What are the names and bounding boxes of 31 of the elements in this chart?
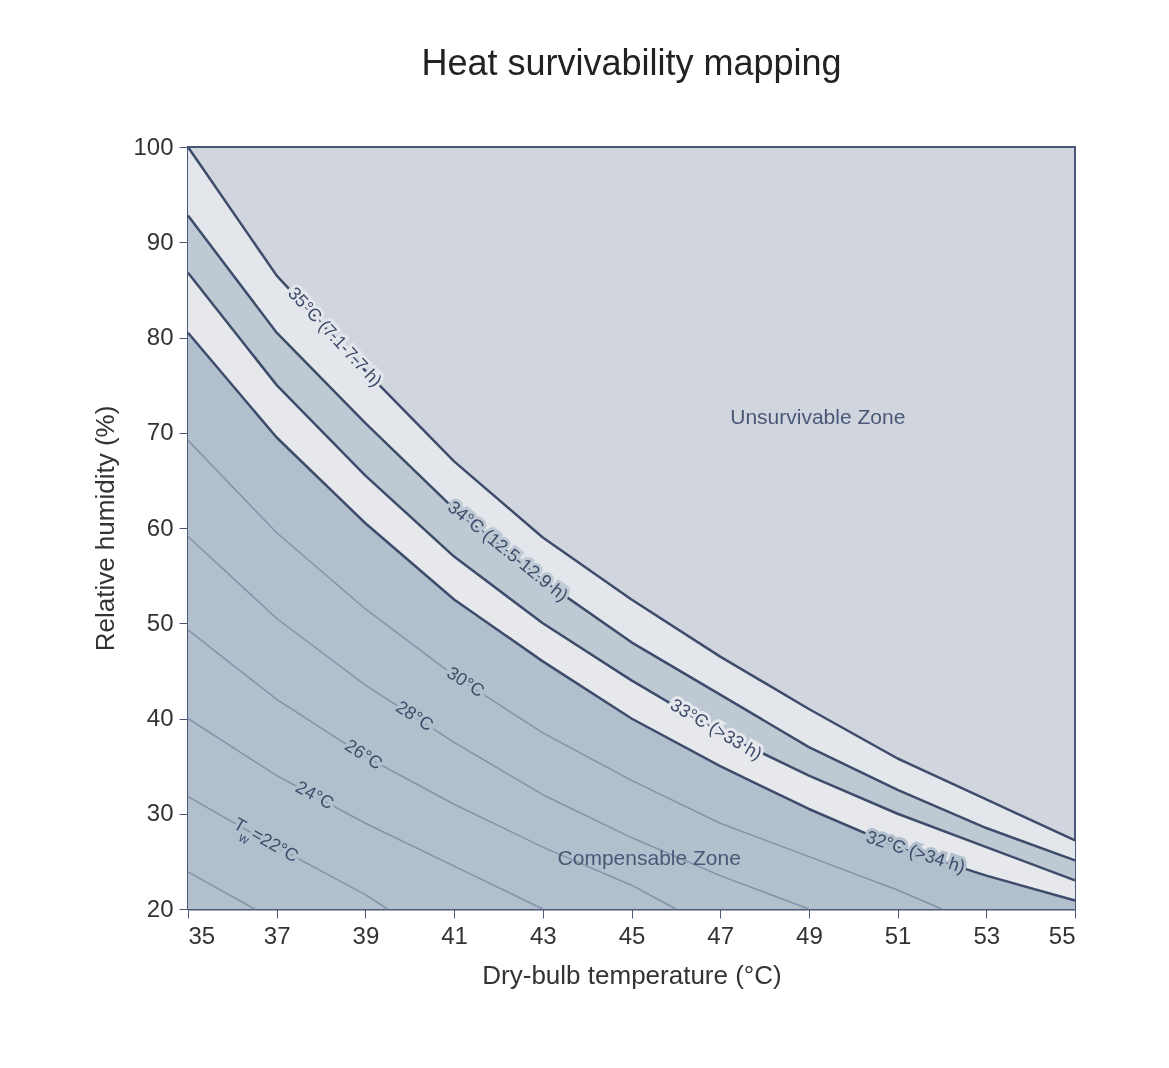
y-tick-label: 40 [146,704,174,731]
x-tick-label: 47 [707,921,735,949]
y-tick-label: 90 [146,227,174,255]
y-tick-label: 80 [146,323,174,350]
x-tick-label: 45 [618,921,646,949]
y-tick-label: 70 [146,418,174,446]
x-axis-title: Dry-bulb temperature (°C) [482,959,782,990]
y-tick-label: 60 [146,513,174,541]
x-tick-label: 43 [529,921,557,949]
y-tick-label: 100 [133,132,174,160]
text: 28°C [392,696,438,736]
y-axis-title: Relative humidity (%) [90,405,121,652]
x-tick-label: 55 [1048,921,1076,949]
x-tick-label: 49 [796,921,823,949]
chart-title: Heat survivability mapping [421,42,842,83]
x-tick-label: 41 [441,921,468,949]
text: 32°C (>34 h) [863,826,968,878]
y-tick-label: 50 [146,608,174,636]
annotation: Unsurvivable Zone [730,405,906,429]
y-tick-label: 20 [146,894,174,922]
text: 30°C [443,662,489,702]
x-tick-label: 39 [352,921,380,949]
text: 24°C [292,776,338,814]
text: 26°C [341,735,387,774]
x-tick-label: 51 [884,921,912,949]
annotation: Compensable Zone [557,846,741,870]
line-series [187,439,943,910]
x-tick-label: 37 [263,921,291,949]
y-tick-label: 30 [146,799,174,827]
x-tick-label: 35 [188,921,216,949]
x-tick-label: 53 [973,921,1001,949]
